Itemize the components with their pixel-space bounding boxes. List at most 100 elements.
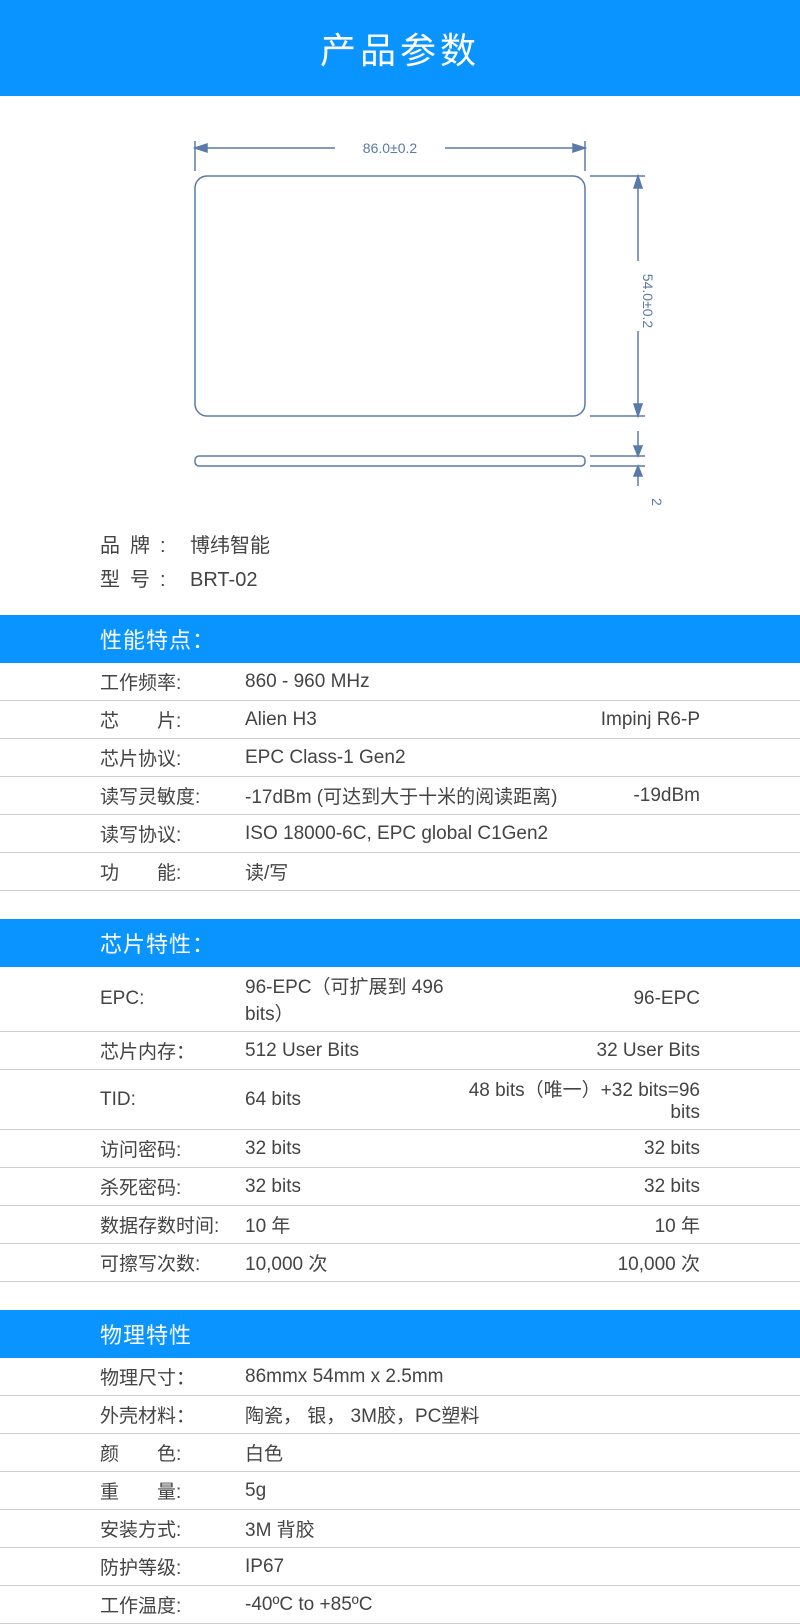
spec-value: 64 bits [245, 1070, 466, 1130]
spec-value: 860 - 960 MHz [245, 663, 584, 701]
table-row: 颜 色:白色 [0, 1434, 800, 1472]
spec-alt [634, 1586, 800, 1624]
page-title: 产品参数 [320, 30, 480, 71]
product-meta: 品牌: 博纬智能 型号: BRT-02 [0, 521, 800, 615]
table-row: 功 能:读/写 [0, 853, 800, 891]
section-title-physical: 物理特性 [100, 1323, 192, 1348]
spec-label: 读写协议: [0, 815, 245, 853]
spec-value: 白色 [245, 1434, 634, 1472]
spec-label: 安装方式: [0, 1510, 245, 1548]
spec-value: 32 bits [245, 1168, 466, 1206]
meta-brand-label: 品牌: [100, 529, 190, 563]
physical-table: 物理尺寸：86mmx 54mm x 2.5mm 外壳材料： 陶瓷， 银， 3M胶… [0, 1358, 800, 1624]
spec-value: 5g [245, 1472, 634, 1510]
section-header-physical: 物理特性 [0, 1310, 800, 1358]
spec-alt [584, 739, 800, 777]
table-row: 工作温度:-40ºC to +85ºC [0, 1586, 800, 1624]
spec-value: Alien H3 [245, 701, 584, 739]
spec-value: 10 年 [245, 1206, 466, 1244]
spec-alt: Impinj R6-P [584, 701, 800, 739]
product-drawing-svg: 86.0±0.2 54.0±0.2 2.5 [100, 126, 700, 506]
section-header-chip: 芯片特性： [0, 919, 800, 967]
table-row: 外壳材料： 陶瓷， 银， 3M胶，PC塑料 [0, 1396, 800, 1434]
spec-alt [584, 663, 800, 701]
section-title-performance: 性能特点： [100, 628, 215, 653]
meta-brand-value: 博纬智能 [190, 529, 270, 563]
table-row: 物理尺寸：86mmx 54mm x 2.5mm [0, 1358, 800, 1396]
spec-label: 防护等级: [0, 1548, 245, 1586]
spec-value: 32 bits [245, 1130, 466, 1168]
table-row: 芯片内存：512 User Bits32 User Bits [0, 1032, 800, 1070]
spec-value: 96-EPC（可扩展到 496 bits） [245, 967, 466, 1032]
table-row: EPC:96-EPC（可扩展到 496 bits）96-EPC [0, 967, 800, 1032]
spec-label: 芯片内存： [0, 1032, 245, 1070]
spec-alt: 48 bits（唯一）+32 bits=96 bits [466, 1070, 800, 1130]
spec-alt [584, 815, 800, 853]
meta-model-value: BRT-02 [190, 563, 257, 597]
spec-alt [634, 1548, 800, 1586]
table-row: 数据存数时间:10 年10 年 [0, 1206, 800, 1244]
spec-alt: 10 年 [466, 1206, 800, 1244]
spec-label: TID: [0, 1070, 245, 1130]
table-row: 可擦写次数:10,000 次10,000 次 [0, 1244, 800, 1282]
diagram-width-label: 86.0±0.2 [363, 140, 418, 156]
table-row: 杀死密码:32 bits32 bits [0, 1168, 800, 1206]
spec-label: 芯 片: [0, 701, 245, 739]
table-row: 工作频率:860 - 960 MHz [0, 663, 800, 701]
spec-alt [634, 1472, 800, 1510]
spec-label: 颜 色: [0, 1434, 245, 1472]
meta-model-label: 型号: [100, 563, 190, 597]
table-row: TID:64 bits48 bits（唯一）+32 bits=96 bits [0, 1070, 800, 1130]
meta-model-row: 型号: BRT-02 [100, 563, 800, 597]
spec-alt [634, 1396, 800, 1434]
spec-alt [584, 853, 800, 891]
table-row: 安装方式:3M 背胶 [0, 1510, 800, 1548]
spec-label: EPC: [0, 967, 245, 1032]
table-row: 读写灵敏度:-17dBm (可达到大于十米的阅读距离)-19dBm [0, 777, 800, 815]
spec-label: 访问密码: [0, 1130, 245, 1168]
spec-value: -17dBm (可达到大于十米的阅读距离) [245, 777, 584, 815]
spec-alt [634, 1358, 800, 1396]
table-row: 读写协议:ISO 18000-6C, EPC global C1Gen2 [0, 815, 800, 853]
page-title-banner: 产品参数 [0, 0, 800, 96]
spec-value: 读/写 [245, 853, 584, 891]
section-header-performance: 性能特点： [0, 615, 800, 663]
spec-label: 读写灵敏度: [0, 777, 245, 815]
chip-table: EPC:96-EPC（可扩展到 496 bits）96-EPC 芯片内存：512… [0, 967, 800, 1282]
spec-alt: 32 bits [466, 1130, 800, 1168]
performance-table: 工作频率:860 - 960 MHz 芯 片:Alien H3Impinj R6… [0, 663, 800, 891]
spec-label: 可擦写次数: [0, 1244, 245, 1282]
spec-value: 86mmx 54mm x 2.5mm [245, 1358, 634, 1396]
spec-label: 芯片协议: [0, 739, 245, 777]
spec-alt: 32 User Bits [466, 1032, 800, 1070]
spec-value: 512 User Bits [245, 1032, 466, 1070]
spec-alt: 10,000 次 [466, 1244, 800, 1282]
spec-alt: 96-EPC [466, 967, 800, 1032]
section-title-chip: 芯片特性： [100, 932, 215, 957]
spec-label: 功 能: [0, 853, 245, 891]
spec-label: 重 量: [0, 1472, 245, 1510]
spec-value: 3M 背胶 [245, 1510, 634, 1548]
dimension-diagram: 86.0±0.2 54.0±0.2 2.5 [0, 96, 800, 521]
spec-value: IP67 [245, 1548, 634, 1586]
spec-label: 物理尺寸： [0, 1358, 245, 1396]
spec-label: 外壳材料： [0, 1396, 245, 1434]
spec-value: 10,000 次 [245, 1244, 466, 1282]
diagram-thickness-label: 2.5 [649, 498, 665, 506]
spec-label: 数据存数时间: [0, 1206, 245, 1244]
spec-value: 陶瓷， 银， 3M胶，PC塑料 [245, 1396, 634, 1434]
spec-alt [634, 1510, 800, 1548]
spec-label: 工作温度: [0, 1586, 245, 1624]
table-row: 重 量:5g [0, 1472, 800, 1510]
spec-alt: 32 bits [466, 1168, 800, 1206]
spec-value: ISO 18000-6C, EPC global C1Gen2 [245, 815, 584, 853]
spec-alt: -19dBm [584, 777, 800, 815]
spec-label: 杀死密码: [0, 1168, 245, 1206]
spec-value: -40ºC to +85ºC [245, 1586, 634, 1624]
table-row: 访问密码:32 bits32 bits [0, 1130, 800, 1168]
spec-label: 工作频率: [0, 663, 245, 701]
spec-alt [634, 1434, 800, 1472]
diagram-height-label: 54.0±0.2 [640, 274, 656, 329]
table-row: 芯片协议:EPC Class-1 Gen2 [0, 739, 800, 777]
spec-value: EPC Class-1 Gen2 [245, 739, 584, 777]
